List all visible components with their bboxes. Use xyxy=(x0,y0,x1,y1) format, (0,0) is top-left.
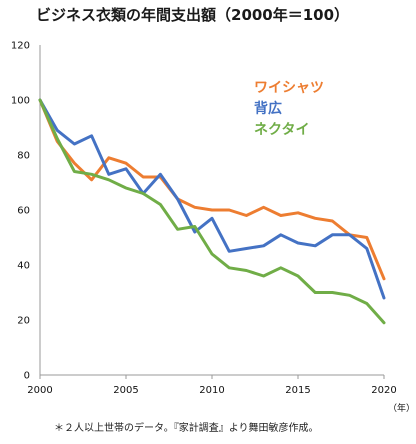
y-tick-label: 20 xyxy=(17,316,30,327)
x-tick-label: 2005 xyxy=(113,385,138,396)
series-line-2 xyxy=(38,98,386,300)
legend-entry-2: 背広 xyxy=(254,100,282,117)
y-tick-label: 120 xyxy=(11,41,30,52)
x-axis-unit: （年） xyxy=(388,402,415,414)
legend-entry-1: ワイシャツ xyxy=(254,80,324,96)
x-tick-label: 2000 xyxy=(27,385,52,396)
series-lines xyxy=(38,98,386,325)
y-tick-label: 80 xyxy=(17,151,30,162)
series-line-3 xyxy=(38,98,386,325)
series-line-1 xyxy=(38,98,386,281)
y-tick-label: 40 xyxy=(17,261,30,272)
x-tick-label: 2015 xyxy=(285,385,310,396)
footnote: ＊２人以上世帯のデータ。『家計調査』より舞田敏彦作成。 xyxy=(54,421,319,434)
y-tick-label: 0 xyxy=(24,371,30,382)
chart-title: ビジネス衣類の年間支出額（2000年＝100） xyxy=(36,6,349,24)
x-axis-ticks: 2000 2005 2010 2015 2020 xyxy=(27,375,397,396)
y-tick-label: 100 xyxy=(11,96,30,107)
y-tick-label: 60 xyxy=(17,206,30,217)
x-tick-label: 2020 xyxy=(371,385,396,396)
y-axis-ticks: 0 20 40 60 80 100 120 xyxy=(11,41,30,382)
legend-entry-3: ネクタイ xyxy=(254,122,309,138)
x-tick-label: 2010 xyxy=(199,385,224,396)
